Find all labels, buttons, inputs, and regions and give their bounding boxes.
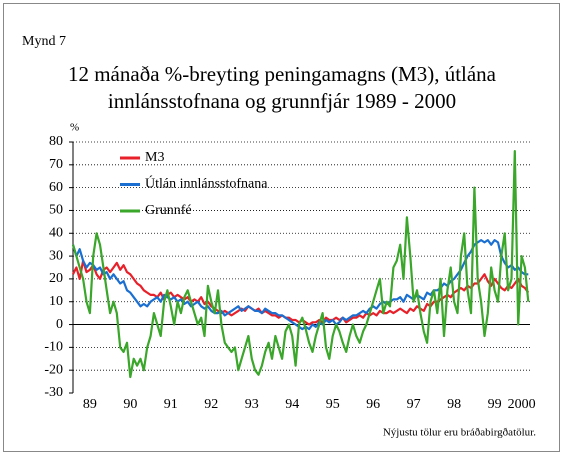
figure-label: Mynd 7 [22, 34, 66, 49]
y-tick-label: 0 [56, 317, 63, 332]
note: Nýjustu tölur eru bráðabirgðatölur. [383, 427, 536, 439]
y-tick-label: -20 [44, 362, 63, 377]
y-tick-label: 30 [49, 248, 63, 263]
y-axis-label: % [70, 122, 79, 134]
y-tick-label: 80 [49, 134, 63, 149]
x-tick-label: 93 [245, 397, 259, 412]
frame [3, 3, 560, 452]
legend-label: Grunnfé [145, 203, 192, 218]
y-tick-label: 20 [49, 271, 63, 286]
x-tick-label: 98 [447, 397, 461, 412]
chart-title: innlánsstofnana og grunnfjár 1989 - 2000 [108, 89, 456, 113]
series-line [71, 150, 530, 379]
x-tick-label: 95 [326, 397, 340, 412]
y-tick-label: -10 [44, 340, 63, 355]
chart-title: 12 mánaða %-breyting peningamagns (M3), … [68, 62, 497, 86]
legend-label: M3 [145, 150, 164, 165]
x-tick-label: 89 [83, 397, 97, 412]
x-tick-label: 90 [123, 397, 137, 412]
x-tick-label: 91 [164, 397, 178, 412]
y-tick-label: -30 [44, 385, 63, 400]
x-tick-label: 99 [488, 397, 502, 412]
legend-label: Útlán innlánsstofnana [145, 175, 268, 192]
x-tick-label: 92 [204, 397, 218, 412]
x-tick-label: 94 [285, 397, 299, 412]
y-tick-label: 60 [49, 180, 63, 195]
y-tick-label: 50 [49, 203, 63, 218]
y-tick-label: 70 [49, 157, 63, 172]
y-tick-label: 40 [49, 225, 63, 240]
y-tick-label: 10 [49, 294, 63, 309]
x-tick-label: 2000 [508, 397, 536, 412]
x-tick-label: 97 [407, 397, 421, 412]
x-tick-label: 96 [366, 397, 380, 412]
